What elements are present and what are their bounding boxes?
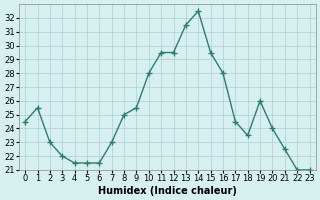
X-axis label: Humidex (Indice chaleur): Humidex (Indice chaleur) bbox=[98, 186, 237, 196]
